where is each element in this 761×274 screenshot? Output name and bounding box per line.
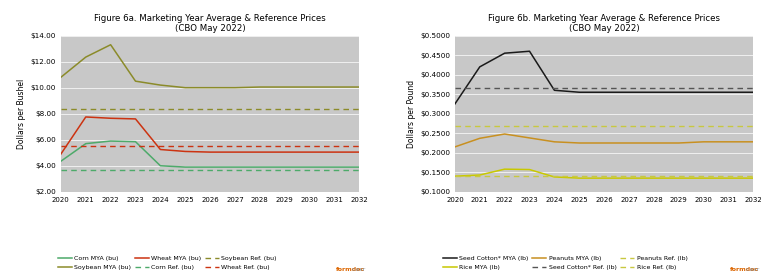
Text: formdoc: formdoc	[336, 267, 365, 272]
Title: Figure 6a. Marketing Year Average & Reference Prices
(CBO May 2022): Figure 6a. Marketing Year Average & Refe…	[94, 14, 326, 33]
Y-axis label: Dollars per Pound: Dollars per Pound	[407, 80, 416, 148]
Title: Figure 6b. Marketing Year Average & Reference Prices
(CBO May 2022): Figure 6b. Marketing Year Average & Refe…	[488, 14, 720, 33]
Text: formdoc: formdoc	[731, 267, 759, 272]
Y-axis label: Dollars per Bushel: Dollars per Bushel	[18, 79, 27, 149]
Text: casr: casr	[734, 267, 759, 272]
Legend: Corn MYA (bu), Soybean MYA (bu), Wheat MYA (bu), Corn Ref. (bu), Soybean Ref. (b: Corn MYA (bu), Soybean MYA (bu), Wheat M…	[58, 256, 277, 270]
Legend: Seed Cotton* MYA (lb), Rice MYA (lb), Peanuts MYA (lb), Seed Cotton* Ref. (lb), : Seed Cotton* MYA (lb), Rice MYA (lb), Pe…	[443, 256, 687, 270]
Text: casr: casr	[340, 267, 365, 272]
